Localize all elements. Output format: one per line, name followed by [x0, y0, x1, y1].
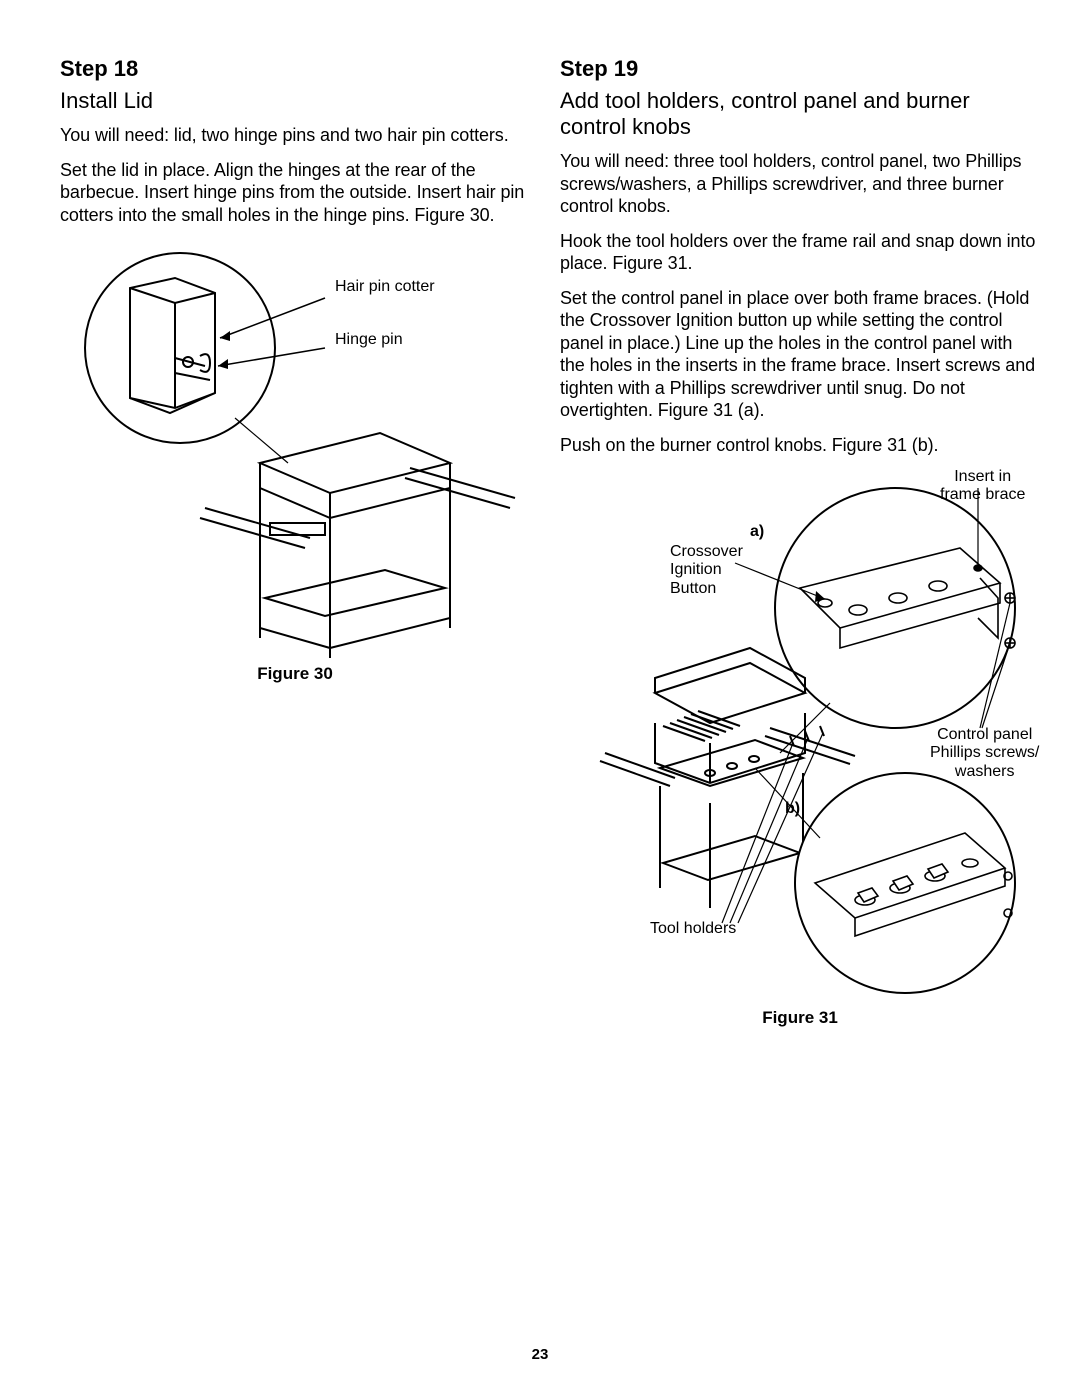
- figure-31: Insert in frame brace a) Crossover Ignit…: [560, 468, 1040, 1008]
- callout-tool-holders: Tool holders: [650, 920, 736, 938]
- callout-hair-pin-cotter: Hair pin cotter: [335, 278, 435, 296]
- callout-insert-frame-brace: Insert in frame brace: [940, 468, 1025, 505]
- step-19-para-1: You will need: three tool holders, contr…: [560, 150, 1040, 218]
- figure-30: Hair pin cotter Hinge pin: [60, 238, 530, 658]
- step-19-title: Step 19: [560, 56, 1040, 82]
- step-18-para-2: Set the lid in place. Align the hinges a…: [60, 159, 530, 227]
- figure-30-caption: Figure 30: [60, 664, 530, 684]
- figure-30-svg: [60, 238, 530, 658]
- step-18-para-1: You will need: lid, two hinge pins and t…: [60, 124, 530, 147]
- step-19-subtitle: Add tool holders, control panel and burn…: [560, 88, 1040, 140]
- step-19-para-3: Set the control panel in place over both…: [560, 287, 1040, 422]
- callout-a: a): [750, 523, 764, 541]
- step-18-title: Step 18: [60, 56, 530, 82]
- figure-31-caption: Figure 31: [560, 1008, 1040, 1028]
- callout-crossover-ignition: Crossover Ignition Button: [670, 543, 743, 598]
- callout-hinge-pin: Hinge pin: [335, 331, 403, 349]
- left-column: Step 18 Install Lid You will need: lid, …: [60, 56, 530, 1028]
- callout-phillips-screws: Control panel Phillips screws/ washers: [930, 726, 1039, 781]
- step-19-para-4: Push on the burner control knobs. Figure…: [560, 434, 1040, 457]
- right-column: Step 19 Add tool holders, control panel …: [560, 56, 1040, 1028]
- page-number: 23: [0, 1346, 1080, 1363]
- callout-b: b): [785, 800, 800, 818]
- step-19-para-2: Hook the tool holders over the frame rai…: [560, 230, 1040, 275]
- step-18-subtitle: Install Lid: [60, 88, 530, 114]
